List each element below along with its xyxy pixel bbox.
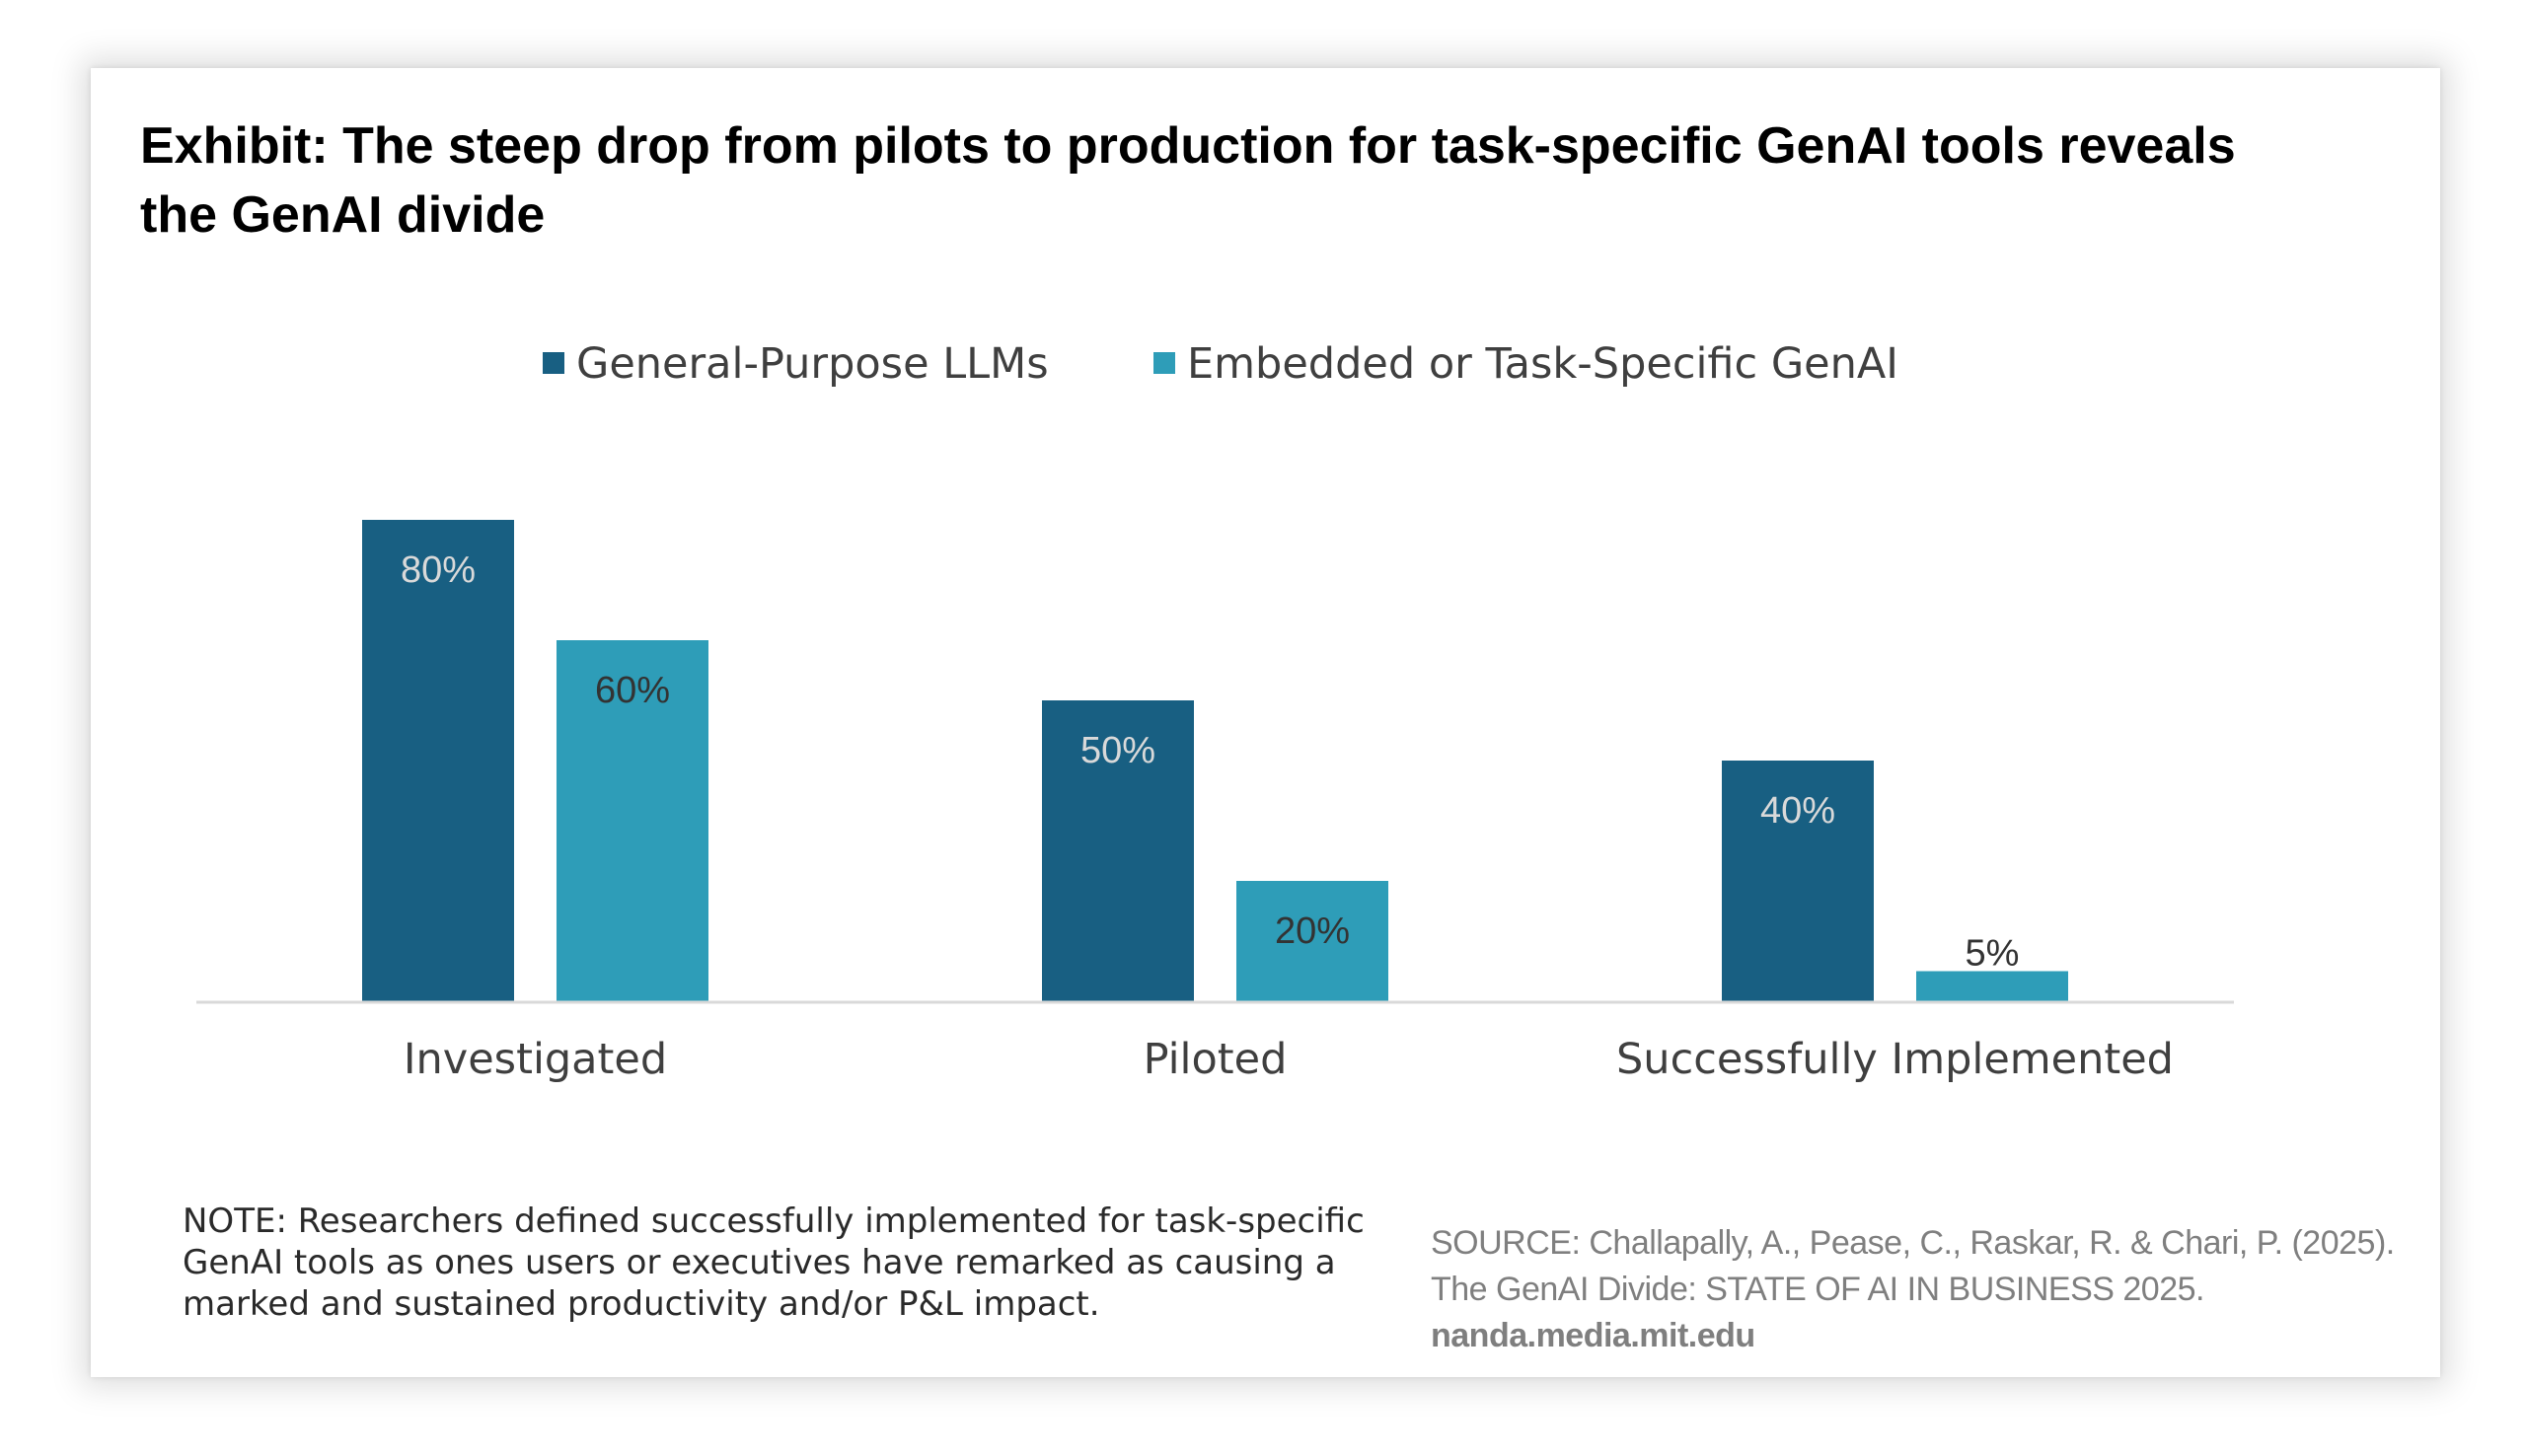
data-label-task-specific-0: 60% — [595, 670, 670, 711]
bar-chart: General-Purpose LLMs Embedded or Task-Sp… — [196, 339, 2234, 1084]
bars-group: 80% 60% 50% 20% 40% 5% — [362, 520, 2068, 1001]
data-label-task-specific-2: 5% — [1966, 933, 2020, 975]
category-label-0: Investigated — [404, 1035, 667, 1084]
bar-general-purpose-2 — [1722, 761, 1874, 1001]
data-label-general-purpose-0: 80% — [401, 549, 476, 591]
category-label-2: Successfully Implemented — [1616, 1035, 2174, 1084]
legend-label-task-specific: Embedded or Task-Specific GenAI — [1187, 339, 1898, 389]
source-citation: SOURCE: Challapally, A., Pease, C., Rask… — [1431, 1220, 2417, 1359]
bar-task-specific-1 — [1236, 881, 1388, 1001]
source-text: SOURCE: Challapally, A., Pease, C., Rask… — [1431, 1224, 2395, 1308]
note-text: NOTE: Researchers defined successfully i… — [183, 1201, 1365, 1324]
data-label-general-purpose-2: 40% — [1760, 790, 1835, 832]
chart-card: Exhibit: The steep drop from pilots to p… — [91, 68, 2440, 1377]
data-label-general-purpose-1: 50% — [1080, 730, 1155, 771]
bar-general-purpose-0 — [362, 520, 514, 1001]
bar-task-specific-0 — [557, 640, 708, 1001]
category-labels: Investigated Piloted Successfully Implemen… — [404, 1035, 2174, 1084]
legend-swatch-general-purpose — [543, 352, 564, 374]
bar-general-purpose-1 — [1042, 700, 1194, 1001]
bar-task-specific-2 — [1916, 971, 2068, 1001]
category-label-1: Piloted — [1144, 1035, 1288, 1084]
legend-swatch-task-specific — [1153, 352, 1175, 374]
chart-title: Exhibit: The steep drop from pilots to p… — [140, 117, 2236, 244]
data-label-task-specific-1: 20% — [1275, 910, 1350, 952]
legend-label-general-purpose: General-Purpose LLMs — [576, 339, 1049, 389]
source-site: nanda.media.mit.edu — [1431, 1317, 1755, 1354]
legend: General-Purpose LLMs Embedded or Task-Sp… — [543, 339, 1898, 389]
